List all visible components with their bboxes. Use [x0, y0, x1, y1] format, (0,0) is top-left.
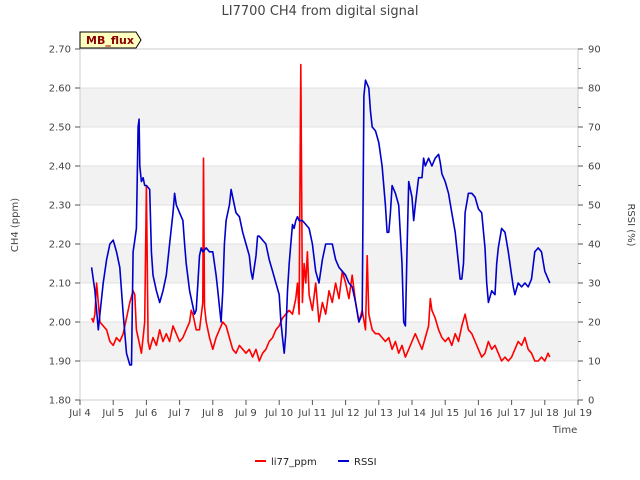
x-tick-label: Jul 5 — [101, 408, 124, 419]
series-layer — [90, 63, 551, 366]
left-axis: 1.80 1.90 2.00 2.10 2.20 2.30 2.40 2.50 2.60 2.70 — [49, 45, 80, 407]
right-tick-label: 10 — [588, 357, 601, 368]
x-axis-label: Time — [552, 425, 577, 436]
x-tick-label: Jul 13 — [364, 408, 393, 419]
right-tick-label: 80 — [588, 84, 601, 95]
legend-label-li77-ppm: li77_ppm — [271, 457, 317, 468]
right-tick-label: 60 — [588, 162, 601, 173]
x-tick-label: Jul 9 — [234, 408, 257, 419]
background-band — [80, 166, 578, 205]
right-tick-label: 0 — [588, 396, 594, 407]
x-tick-label: Jul 6 — [135, 408, 158, 419]
x-tick-label: Jul 19 — [563, 408, 592, 419]
x-tick-label: Jul 10 — [264, 408, 293, 419]
left-tick-label: 1.90 — [49, 357, 71, 368]
left-tick-label: 2.00 — [49, 318, 71, 329]
badge-box — [79, 31, 142, 49]
legend: li77_ppm RSSI — [255, 457, 377, 468]
left-tick-label: 2.40 — [49, 162, 71, 173]
x-tick-label: Jul 8 — [201, 408, 224, 419]
series-line-li77-ppm — [90, 63, 551, 362]
left-tick-label: 2.60 — [49, 84, 71, 95]
right-axis: 0 10 20 30 40 50 60 70 80 90 — [578, 45, 601, 407]
x-axis: Jul 4 Jul 5 Jul 6 Jul 7 Jul 8 Jul 9 Jul 10 Jul … — [68, 400, 592, 419]
background-band — [80, 88, 578, 127]
left-tick-label: 2.50 — [49, 123, 71, 134]
x-tick-label: Jul 11 — [297, 408, 326, 419]
x-tick-label: Jul 14 — [397, 408, 426, 419]
x-tick-label: Jul 12 — [331, 408, 360, 419]
right-tick-label: 50 — [588, 201, 601, 212]
x-tick-label: Jul 18 — [530, 408, 559, 419]
left-tick-label: 2.10 — [49, 279, 71, 290]
right-tick-label: 90 — [588, 45, 601, 56]
right-tick-label: 70 — [588, 123, 601, 134]
x-tick-label: Jul 16 — [463, 408, 492, 419]
legend-label-rssi: RSSI — [354, 457, 377, 468]
left-axis-label: CH4 (ppm) — [10, 198, 21, 252]
background-bands — [80, 88, 578, 361]
left-tick-label: 1.80 — [49, 396, 71, 407]
x-tick-label: Jul 4 — [68, 408, 91, 419]
background-band — [80, 244, 578, 283]
left-tick-label: 2.70 — [49, 45, 71, 56]
x-tick-label: Jul 15 — [430, 408, 459, 419]
x-tick-label: Jul 7 — [168, 408, 191, 419]
chart-title: LI7700 CH4 from digital signal — [222, 4, 419, 19]
left-tick-label: 2.20 — [49, 240, 71, 251]
series-line-rssi — [90, 79, 551, 366]
right-tick-label: 30 — [588, 279, 601, 290]
x-tick-label: Jul 17 — [497, 408, 526, 419]
left-tick-label: 2.30 — [49, 201, 71, 212]
right-axis-label: RSSI (%) — [625, 203, 636, 246]
badge-label: MB_flux — [86, 34, 134, 47]
right-tick-label: 40 — [588, 240, 601, 251]
right-tick-label: 20 — [588, 318, 601, 329]
badge: MB_flux — [79, 31, 142, 49]
